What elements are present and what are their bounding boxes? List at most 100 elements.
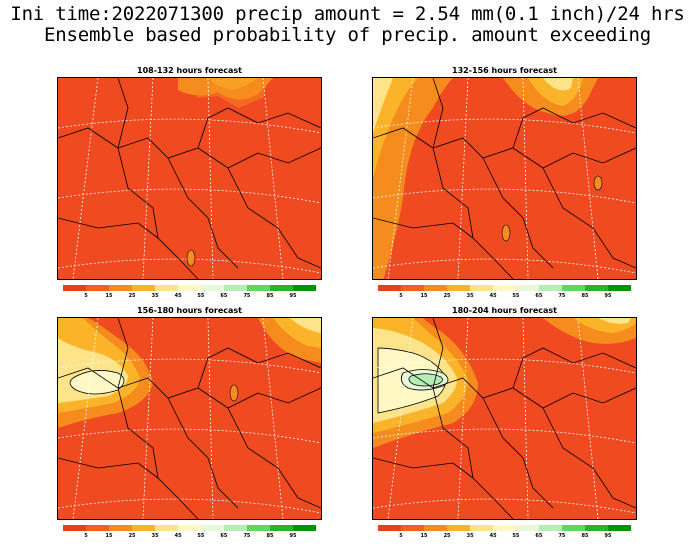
colorbar [378,285,631,291]
colorbar-swatch [155,525,178,531]
colorbar-swatch [224,285,247,291]
colorbar-swatch [247,525,270,531]
colorbar-swatch [270,285,293,291]
colorbar-label: 65 [535,533,543,539]
colorbar-swatch [86,285,109,291]
colorbar-label: 35 [151,533,159,539]
colorbar-label: 15 [105,533,113,539]
figure-title-line1: Ini time:2022071300 precip amount = 2.54… [10,3,685,25]
probability-map [372,77,637,280]
colorbar-label: 95 [604,293,612,299]
colorbar [63,525,316,531]
colorbar-label: 5 [84,293,88,299]
colorbar-label: 25 [128,293,136,299]
colorbar-swatch [470,525,493,531]
colorbar-label: 55 [197,293,205,299]
colorbar-label: 5 [84,533,88,539]
colorbar-label: 35 [466,533,474,539]
colorbar-swatch [224,525,247,531]
colorbar-swatch [470,285,493,291]
colorbar-label: 15 [105,293,113,299]
colorbar-label: 95 [604,533,612,539]
colorbar-swatch [293,525,316,531]
colorbar-swatch [447,285,470,291]
colorbar-label: 85 [266,533,274,539]
colorbar-label: 5 [399,533,403,539]
colorbar-labels: 5 15 25 35 45 55 65 75 85 95 [63,533,316,541]
figure-title-line2: Ensemble based probability of precip. am… [44,24,651,46]
colorbar-swatch [63,525,86,531]
colorbar-label: 25 [443,293,451,299]
colorbar-swatch [539,525,562,531]
colorbar-label: 85 [581,533,589,539]
colorbar-label: 15 [420,533,428,539]
colorbar-swatch [493,285,516,291]
colorbar-label: 75 [243,533,251,539]
colorbar-label: 25 [128,533,136,539]
colorbar-label: 45 [489,293,497,299]
colorbar-swatch [378,525,401,531]
panel-title: 108-132 hours forecast [137,66,242,75]
colorbar-swatch [155,285,178,291]
colorbar-swatch [201,285,224,291]
colorbar-swatch [293,285,316,291]
colorbar-swatch [585,285,608,291]
colorbar-swatch [608,285,631,291]
colorbar-swatch [424,525,447,531]
colorbar-swatch [270,525,293,531]
colorbar-label: 15 [420,293,428,299]
colorbar-swatch [378,285,401,291]
colorbar [63,285,316,291]
colorbar-swatch [201,525,224,531]
colorbar-swatch [516,525,539,531]
colorbar-swatch [178,525,201,531]
colorbar-labels: 5 15 25 35 45 55 65 75 85 95 [378,293,631,301]
colorbar-label: 65 [220,293,228,299]
probability-map [57,77,322,280]
colorbar-swatch [86,525,109,531]
colorbar-label: 95 [289,293,297,299]
colorbar-swatch [516,285,539,291]
colorbar-label: 55 [197,533,205,539]
colorbar-label: 85 [266,293,274,299]
colorbar-swatch [562,525,585,531]
colorbar-swatch [539,285,562,291]
colorbar-label: 35 [466,293,474,299]
colorbar-labels: 5 15 25 35 45 55 65 75 85 95 [63,293,316,301]
colorbar-swatch [424,285,447,291]
colorbar-labels: 5 15 25 35 45 55 65 75 85 95 [378,533,631,541]
colorbar-swatch [247,285,270,291]
colorbar-swatch [562,285,585,291]
colorbar [378,525,631,531]
colorbar-label: 75 [243,293,251,299]
colorbar-swatch [109,525,132,531]
colorbar-label: 45 [174,533,182,539]
colorbar-swatch [401,285,424,291]
colorbar-swatch [608,525,631,531]
colorbar-label: 65 [220,533,228,539]
panel-title: 132-156 hours forecast [452,66,557,75]
colorbar-label: 55 [512,293,520,299]
colorbar-label: 35 [151,293,159,299]
colorbar-swatch [63,285,86,291]
colorbar-label: 85 [581,293,589,299]
colorbar-swatch [132,525,155,531]
colorbar-label: 95 [289,533,297,539]
colorbar-label: 45 [489,533,497,539]
colorbar-swatch [178,285,201,291]
colorbar-swatch [401,525,424,531]
colorbar-swatch [447,525,470,531]
colorbar-label: 25 [443,533,451,539]
probability-map [372,317,637,520]
colorbar-label: 65 [535,293,543,299]
panel-title: 156-180 hours forecast [137,306,242,315]
panel-title: 180-204 hours forecast [452,306,557,315]
colorbar-swatch [109,285,132,291]
colorbar-swatch [493,525,516,531]
colorbar-swatch [132,285,155,291]
colorbar-label: 75 [558,533,566,539]
colorbar-label: 75 [558,293,566,299]
probability-map [57,317,322,520]
colorbar-swatch [585,525,608,531]
colorbar-label: 45 [174,293,182,299]
